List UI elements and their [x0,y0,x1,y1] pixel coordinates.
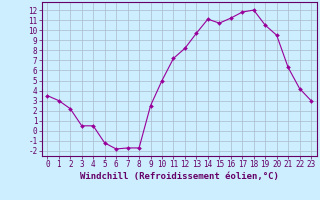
X-axis label: Windchill (Refroidissement éolien,°C): Windchill (Refroidissement éolien,°C) [80,172,279,181]
